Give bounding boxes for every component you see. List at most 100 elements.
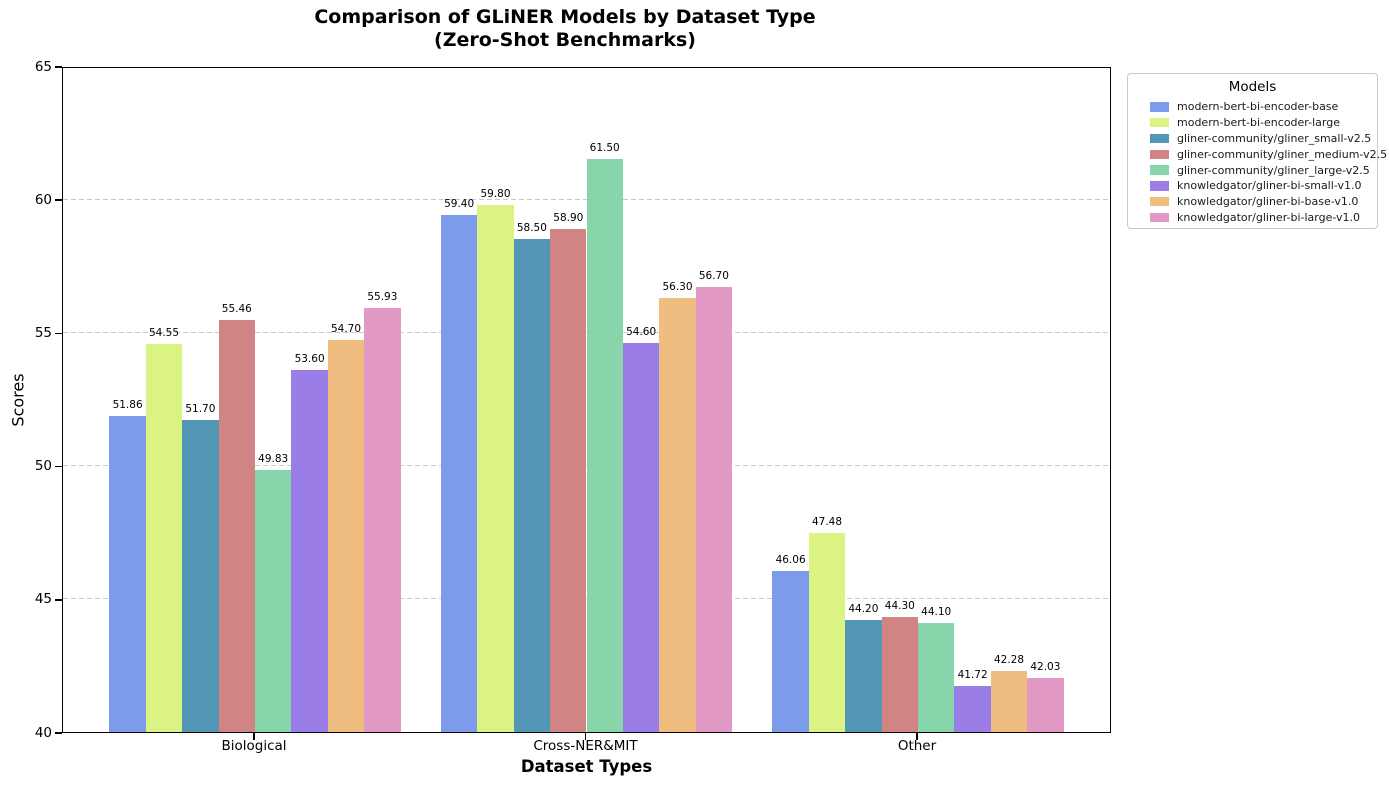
bar (954, 686, 991, 732)
bar (845, 620, 882, 732)
y-tick (55, 332, 62, 335)
bar-value-label: 61.50 (589, 142, 620, 155)
legend-swatch-icon (1150, 117, 1169, 128)
legend-item-label: knowledgator/gliner-bi-large-v1.0 (1177, 210, 1361, 224)
legend-item-label: gliner-community/gliner_small-v2.5 (1177, 131, 1372, 145)
legend-item: gliner-community/gliner_medium-v2.5 (1128, 146, 1387, 162)
legend-item: gliner-community/gliner_small-v2.5 (1128, 131, 1377, 147)
bar (586, 159, 623, 732)
bar-value-label: 58.50 (516, 222, 547, 235)
bar (881, 617, 918, 732)
legend-swatch-icon (1150, 196, 1169, 207)
bar (659, 297, 696, 732)
y-tick-label: 45 (34, 591, 52, 608)
legend-item: knowledgator/gliner-bi-small-v1.0 (1128, 178, 1377, 194)
chart-title-line1: Comparison of GLiNER Models by Dataset T… (314, 6, 816, 28)
legend: Models modern-bert-bi-encoder-base modern… (1127, 73, 1387, 229)
y-tick-label: 60 (34, 191, 52, 208)
bar-value-label: 59.40 (444, 198, 475, 211)
legend-swatch-icon (1150, 149, 1169, 160)
legend-items: modern-bert-bi-encoder-base modern-bert-b… (1128, 99, 1387, 226)
bar (291, 369, 328, 732)
bar-value-label: 56.70 (698, 270, 729, 283)
bar-value-label: 51.86 (112, 399, 143, 412)
bar-value-label: 44.20 (848, 603, 879, 616)
x-tick (584, 733, 587, 740)
bar-value-label: 51.70 (185, 403, 216, 416)
bar (918, 622, 955, 732)
bar-value-label: 59.80 (480, 187, 511, 200)
chart-title-line2: (Zero-Shot Benchmarks) (434, 29, 696, 51)
legend-swatch-icon (1150, 181, 1169, 191)
bar (440, 215, 478, 732)
x-tick-label: Cross-NER&MIT (533, 738, 638, 754)
bar (622, 343, 660, 732)
legend-title: Models (1228, 79, 1277, 95)
y-tick (55, 465, 62, 468)
bar (695, 287, 733, 732)
legend-item-label: modern-bert-bi-encoder-base (1177, 100, 1339, 114)
legend-item-label: knowledgator/gliner-bi-base-v1.0 (1177, 195, 1359, 209)
bar-value-label: 42.28 (993, 654, 1025, 667)
legend-item: modern-bert-bi-encoder-large (1128, 115, 1377, 131)
y-tick (55, 732, 62, 734)
legend-swatch-icon (1150, 102, 1169, 112)
bar-value-label: 44.10 (921, 605, 952, 618)
bar-value-label: 47.48 (811, 515, 843, 528)
bar (990, 671, 1028, 732)
legend-item-label: gliner-community/gliner_large-v2.5 (1177, 163, 1370, 177)
bar-value-label: 54.70 (330, 323, 362, 336)
bar-value-label: 54.60 (626, 326, 657, 339)
x-tick-label: Other (897, 738, 937, 754)
bar-value-label: 55.46 (221, 303, 252, 316)
legend-item-label: knowledgator/gliner-bi-small-v1.0 (1177, 179, 1362, 193)
bar-value-label: 54.55 (148, 327, 180, 340)
bar (218, 320, 255, 732)
bar (327, 340, 365, 732)
legend-swatch-icon (1150, 212, 1169, 223)
legend-item: knowledgator/gliner-bi-base-v1.0 (1128, 194, 1377, 210)
bar-value-label: 41.72 (957, 669, 988, 682)
bar-value-label: 58.90 (553, 211, 584, 224)
y-tick-label: 40 (34, 724, 52, 741)
legend-swatch-icon (1150, 133, 1169, 144)
legend-swatch-icon (1150, 165, 1169, 175)
legend-item-label: modern-bert-bi-encoder-large (1177, 116, 1340, 130)
legend-item: modern-bert-bi-encoder-base (1128, 99, 1377, 115)
bar (1027, 677, 1064, 732)
bar (477, 204, 514, 732)
x-tick (253, 733, 255, 740)
x-axis-title: Dataset Types (520, 757, 653, 776)
bar-value-label: 46.06 (775, 553, 806, 566)
legend-item: gliner-community/gliner_large-v2.5 (1128, 162, 1377, 178)
y-tick-label: 55 (34, 324, 52, 341)
bar-value-label: 56.30 (662, 280, 693, 293)
x-tick (916, 733, 918, 740)
plot-area: 51.86 54.55 51.70 55.46 49.83 53.60 54.70 55.93… (62, 67, 1111, 733)
y-tick-label: 50 (34, 458, 52, 475)
y-tick (55, 66, 62, 68)
bar (145, 344, 183, 732)
y-axis-title: Scores (8, 373, 28, 427)
bar (364, 307, 401, 732)
bar (550, 228, 587, 732)
bar (182, 420, 219, 732)
bar (255, 470, 292, 732)
legend-item: knowledgator/gliner-bi-large-v1.0 (1128, 210, 1377, 226)
bar (772, 570, 809, 732)
bar-value-label: 44.30 (884, 600, 915, 613)
chart-title: Comparison of GLiNER Models by Dataset T… (0, 6, 1130, 52)
y-tick-label: 65 (34, 58, 52, 75)
legend-item-label: gliner-community/gliner_medium-v2.5 (1177, 147, 1388, 161)
y-tick (55, 199, 62, 201)
bar-value-label: 55.93 (367, 290, 398, 303)
bar-value-label: 42.03 (1030, 660, 1061, 673)
bar (513, 239, 551, 732)
bar (109, 416, 146, 732)
x-tick-label: Biological (221, 738, 287, 754)
bar-value-label: 49.83 (258, 453, 289, 466)
bar-value-label: 53.60 (294, 352, 325, 365)
bar (808, 532, 846, 732)
y-tick (55, 599, 62, 601)
